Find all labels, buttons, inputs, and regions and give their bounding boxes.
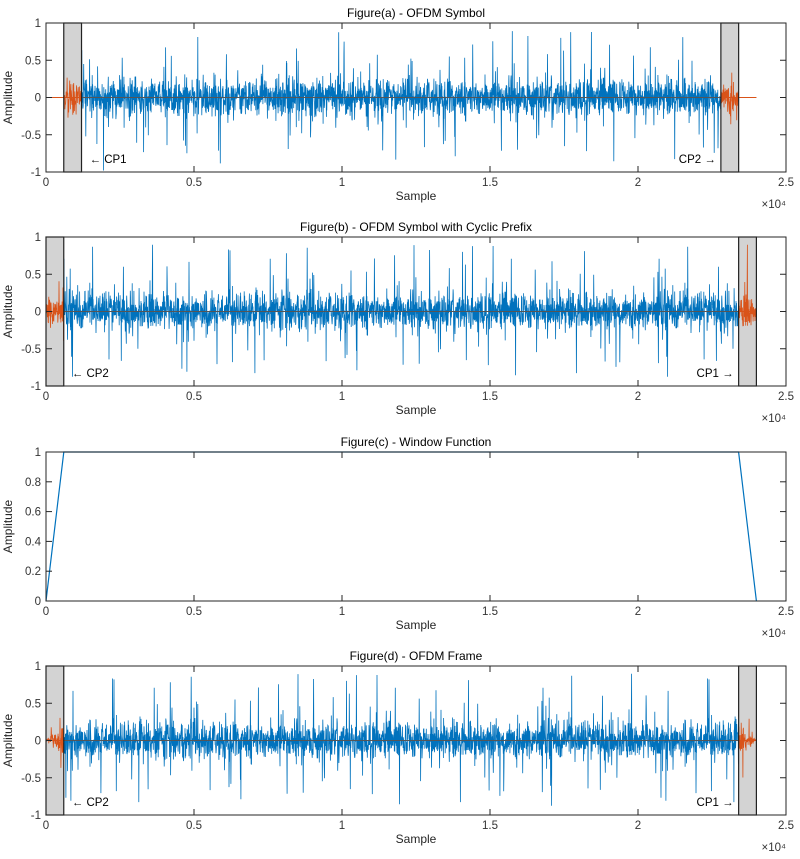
y-tick-label: 1 (35, 447, 41, 459)
y-tick-label: 0 (35, 93, 41, 105)
x-exponent-label: ×10⁴ (762, 199, 787, 211)
cp-annotation: CP1 → (697, 797, 734, 809)
subplot-c: 0 0.5 1 1.5 2 2.5 0 0.2 0.4 0.6 0.8 1 Figure(c) - Wi… (1, 435, 794, 640)
cyclic-prefix-line (738, 718, 757, 778)
x-axis-label: Sample (396, 403, 437, 417)
y-tick-label: -1 (31, 381, 41, 393)
x-tick-label: 0.5 (186, 606, 202, 618)
x-tick-label: 2.5 (778, 820, 794, 832)
x-tick-label: 1.5 (482, 820, 498, 832)
y-tick-label: 0.6 (25, 507, 41, 519)
subplot-d: ← CP2 CP1 → 0 0.5 1 1.5 2 2.5 -1 -0.5 0 0.5 1 Figure(… (1, 649, 794, 854)
x-axis-label: Sample (396, 618, 437, 632)
y-tick-label: 0.4 (25, 536, 42, 548)
x-tick-label: 0 (43, 177, 49, 189)
cyclic-prefix-line (63, 77, 82, 118)
x-exponent-label: ×10⁴ (762, 628, 787, 640)
cp-annotation: CP2 → (679, 154, 716, 166)
x-tick-label: 2 (635, 606, 641, 618)
axes-box (45, 451, 787, 602)
y-tick-label: 0.8 (25, 477, 41, 489)
subplot-title: Figure(d) - OFDM Frame (350, 649, 483, 663)
x-axis-label: Sample (396, 189, 437, 203)
x-tick-label: 1 (339, 177, 345, 189)
x-tick-label: 0 (43, 391, 49, 403)
x-tick-label: 0 (43, 820, 49, 832)
cyclic-prefix-line (45, 281, 65, 341)
subplot-title: Figure(a) - OFDM Symbol (347, 6, 485, 20)
y-tick-label: 0.5 (25, 269, 41, 281)
x-tick-label: 1 (339, 820, 345, 832)
y-tick-label: 0 (35, 736, 41, 748)
y-axis-label: Amplitude (1, 714, 15, 768)
x-tick-label: 2 (635, 391, 641, 403)
y-tick-label: 0.2 (25, 566, 41, 578)
y-tick-label: 0.5 (25, 55, 41, 67)
y-tick-label: -0.5 (21, 130, 41, 142)
x-axis-label: Sample (396, 832, 437, 846)
x-tick-label: 0 (43, 606, 49, 618)
x-exponent-label: ×10⁴ (762, 413, 787, 425)
x-tick-label: 0.5 (186, 820, 202, 832)
x-tick-label: 2.5 (778, 606, 794, 618)
y-tick-label: -0.5 (21, 344, 41, 356)
subplot-title: Figure(c) - Window Function (341, 435, 492, 449)
cp-annotation: ← CP2 (72, 797, 109, 809)
subplot-a: ← CP1 CP2 → 0 0.5 1 1.5 2 2.5 -1 -0.5 0 0.5 1 Figure(… (1, 6, 794, 211)
cp-annotation: CP1 → (697, 368, 734, 380)
y-axis-label: Amplitude (1, 285, 15, 339)
x-tick-label: 1.5 (482, 391, 498, 403)
x-tick-label: 1 (339, 606, 345, 618)
x-tick-label: 1 (339, 391, 345, 403)
y-tick-label: 0.5 (25, 698, 41, 710)
cp-annotation: ← CP1 (90, 154, 127, 166)
y-tick-label: -1 (31, 810, 41, 822)
y-tick-label: -0.5 (21, 773, 41, 785)
x-tick-label: 2.5 (778, 391, 794, 403)
signal-line (81, 31, 722, 171)
cp-annotation: ← CP2 (72, 368, 109, 380)
x-tick-label: 2.5 (778, 177, 794, 189)
y-tick-label: 0 (35, 596, 41, 608)
plot-area (46, 452, 786, 601)
x-tick-label: 0.5 (186, 177, 202, 189)
x-tick-label: 2 (635, 820, 641, 832)
y-tick-label: 1 (35, 661, 41, 673)
y-tick-label: 1 (35, 232, 41, 244)
y-axis-label: Amplitude (1, 71, 15, 125)
subplot-title: Figure(b) - OFDM Symbol with Cyclic Pref… (300, 220, 532, 234)
x-tick-label: 1.5 (482, 177, 498, 189)
y-tick-label: -1 (31, 167, 41, 179)
x-tick-label: 1.5 (482, 606, 498, 618)
y-tick-label: 1 (35, 18, 41, 30)
y-tick-label: 0 (35, 307, 41, 319)
x-tick-label: 0.5 (186, 391, 202, 403)
cyclic-prefix-line (738, 244, 757, 327)
subplot-b: ← CP2 CP1 → 0 0.5 1 1.5 2 2.5 -1 -0.5 0 0.5 1 Figure(… (1, 220, 794, 425)
y-axis-label: Amplitude (1, 500, 15, 554)
x-exponent-label: ×10⁴ (762, 842, 787, 854)
cyclic-prefix-line (720, 72, 739, 125)
x-tick-label: 2 (635, 177, 641, 189)
